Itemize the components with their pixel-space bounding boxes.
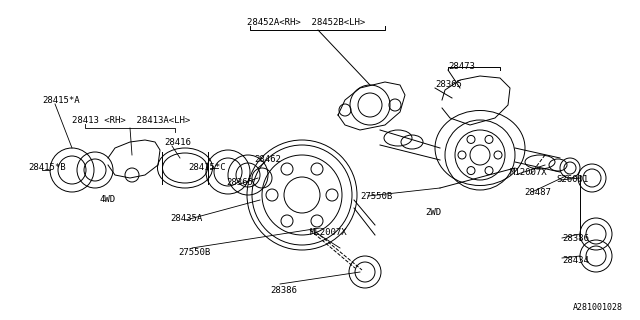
Text: M12007X: M12007X <box>510 168 548 177</box>
Text: 28452A<RH>  28452B<LH>: 28452A<RH> 28452B<LH> <box>247 18 365 27</box>
Text: 28365: 28365 <box>435 80 462 89</box>
Text: A281001028: A281001028 <box>573 303 623 312</box>
Text: 28462: 28462 <box>254 155 281 164</box>
Text: 27550B: 27550B <box>178 248 211 257</box>
Text: 28386: 28386 <box>270 286 297 295</box>
Text: 2WD: 2WD <box>425 208 441 217</box>
Text: 28365: 28365 <box>226 178 253 187</box>
Text: 4WD: 4WD <box>100 195 116 204</box>
Text: 28416: 28416 <box>164 138 191 147</box>
Text: 28487: 28487 <box>524 188 551 197</box>
Text: S26001: S26001 <box>556 175 588 184</box>
Text: 28415*A: 28415*A <box>42 96 79 105</box>
Text: 28434: 28434 <box>562 256 589 265</box>
Text: 27550B: 27550B <box>360 192 392 201</box>
Text: 28415*C: 28415*C <box>188 163 226 172</box>
Text: 28415*B: 28415*B <box>28 163 66 172</box>
Text: 28413 <RH>  28413A<LH>: 28413 <RH> 28413A<LH> <box>72 116 190 125</box>
Text: 28473: 28473 <box>448 62 475 71</box>
Text: 28435A: 28435A <box>170 214 202 223</box>
Text: ML2007X: ML2007X <box>310 228 348 237</box>
Text: 28386: 28386 <box>562 234 589 243</box>
